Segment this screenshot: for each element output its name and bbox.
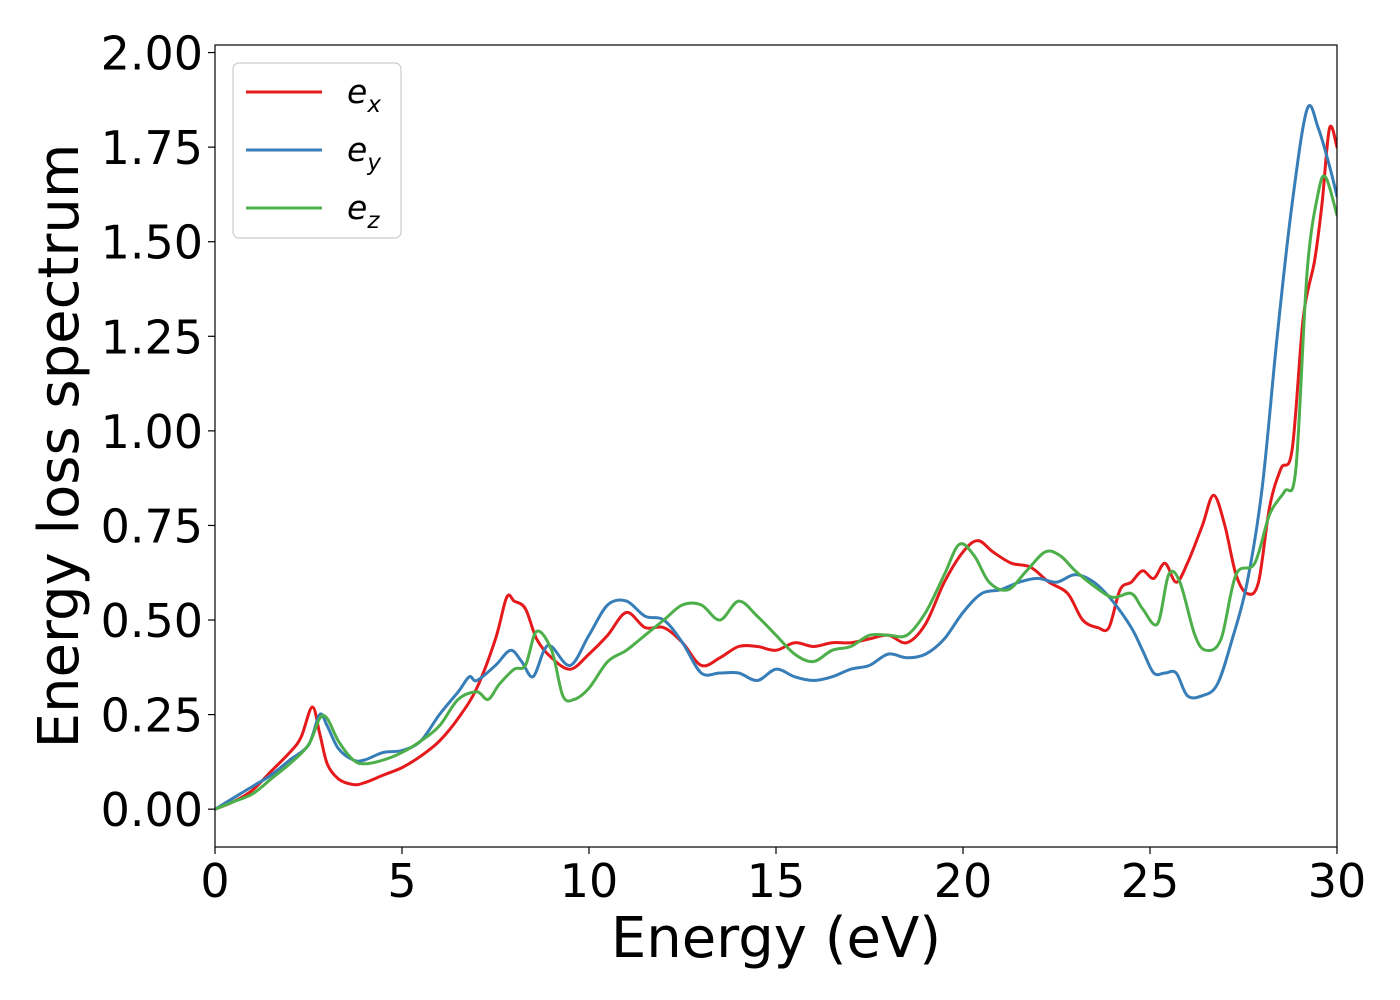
y-tick-label: 0.75 xyxy=(101,499,203,553)
x-axis-ticks: 0 5 10 15 20 25 30 xyxy=(200,847,1366,908)
x-tick-label: 5 xyxy=(387,854,416,908)
series-line-ex xyxy=(215,124,1337,811)
y-tick-label: 0.00 xyxy=(101,783,203,837)
plot-area xyxy=(215,45,1337,847)
x-tick-label: 30 xyxy=(1308,854,1367,908)
x-tick-label: 25 xyxy=(1121,854,1180,908)
y-tick-label: 0.50 xyxy=(101,594,203,648)
series-layer xyxy=(215,104,1337,811)
x-tick-label: 15 xyxy=(747,854,806,908)
legend: ex ey ez xyxy=(232,62,402,239)
x-tick-label: 20 xyxy=(934,854,993,908)
x-tick-label: 10 xyxy=(560,854,619,908)
y-axis-ticks: 0.00 0.25 0.50 0.75 1.00 1.25 1.50 1.75 2.00 xyxy=(101,27,215,837)
y-axis-label: Energy loss spectrum xyxy=(27,144,92,749)
series-line-ey xyxy=(215,104,1337,811)
x-axis-label: Energy (eV) xyxy=(611,906,941,971)
y-tick-label: 2.00 xyxy=(101,27,203,81)
y-tick-label: 1.25 xyxy=(101,310,203,364)
series-line-ez xyxy=(215,174,1337,811)
y-tick-label: 1.00 xyxy=(101,405,203,459)
y-tick-label: 1.50 xyxy=(101,216,203,270)
legend-label-ey: ey xyxy=(347,130,381,176)
x-tick-label: 0 xyxy=(200,854,229,908)
y-tick-label: 1.75 xyxy=(101,121,203,175)
y-tick-label: 0.25 xyxy=(101,689,203,743)
legend-label-ex: ex xyxy=(347,72,381,118)
legend-label-ez: ez xyxy=(347,188,380,234)
